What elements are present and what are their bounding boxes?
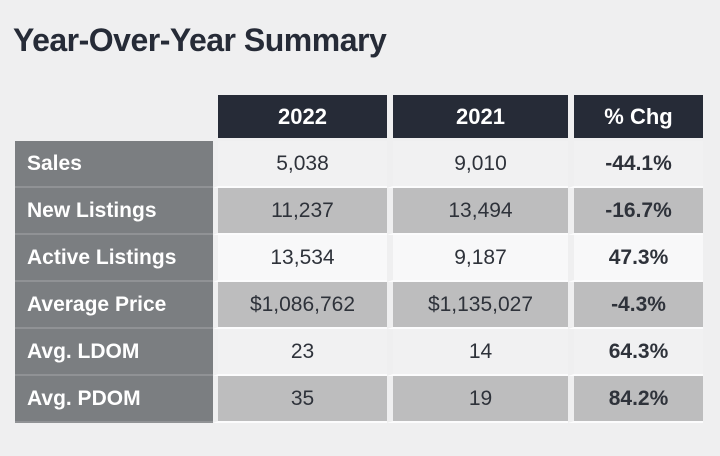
table-header: 2022 2021 % Chg — [15, 95, 703, 141]
value-cell-2021: $1,135,027 — [387, 282, 568, 329]
header-row: 2022 2021 % Chg — [15, 95, 703, 141]
table-row-avg-ldom: Avg. LDOM 23 14 64.3% — [15, 329, 703, 376]
yoy-summary-table: 2022 2021 % Chg Sales 5,038 9,010 -44.1%… — [15, 95, 703, 423]
row-label: Avg. LDOM — [15, 329, 213, 376]
column-header-2022: 2022 — [213, 95, 387, 141]
column-header-2021: 2021 — [387, 95, 568, 141]
value-cell-2022: 23 — [213, 329, 387, 376]
pct-chg-cell: -44.1% — [568, 141, 703, 188]
value-cell-2022: 13,534 — [213, 235, 387, 282]
row-label: Active Listings — [15, 235, 213, 282]
page-title: Year-Over-Year Summary — [13, 22, 387, 58]
value-cell-2022: 35 — [213, 376, 387, 423]
value-cell-2022: 5,038 — [213, 141, 387, 188]
pct-chg-cell: -16.7% — [568, 188, 703, 235]
value-cell-2021: 13,494 — [387, 188, 568, 235]
table-row-new-listings: New Listings 11,237 13,494 -16.7% — [15, 188, 703, 235]
row-label: Sales — [15, 141, 213, 188]
value-cell-2021: 14 — [387, 329, 568, 376]
value-cell-2022: $1,086,762 — [213, 282, 387, 329]
row-label: Avg. PDOM — [15, 376, 213, 423]
table-row-average-price: Average Price $1,086,762 $1,135,027 -4.3… — [15, 282, 703, 329]
value-cell-2021: 9,187 — [387, 235, 568, 282]
table-row-avg-pdom: Avg. PDOM 35 19 84.2% — [15, 376, 703, 423]
table-row-sales: Sales 5,038 9,010 -44.1% — [15, 141, 703, 188]
pct-chg-cell: -4.3% — [568, 282, 703, 329]
table-row-active-listings: Active Listings 13,534 9,187 47.3% — [15, 235, 703, 282]
row-label: New Listings — [15, 188, 213, 235]
table-body: Sales 5,038 9,010 -44.1% New Listings 11… — [15, 141, 703, 423]
value-cell-2021: 9,010 — [387, 141, 568, 188]
value-cell-2021: 19 — [387, 376, 568, 423]
row-label: Average Price — [15, 282, 213, 329]
corner-cell — [15, 95, 213, 141]
pct-chg-cell: 84.2% — [568, 376, 703, 423]
pct-chg-cell: 47.3% — [568, 235, 703, 282]
value-cell-2022: 11,237 — [213, 188, 387, 235]
column-header-pct-chg: % Chg — [568, 95, 703, 141]
pct-chg-cell: 64.3% — [568, 329, 703, 376]
